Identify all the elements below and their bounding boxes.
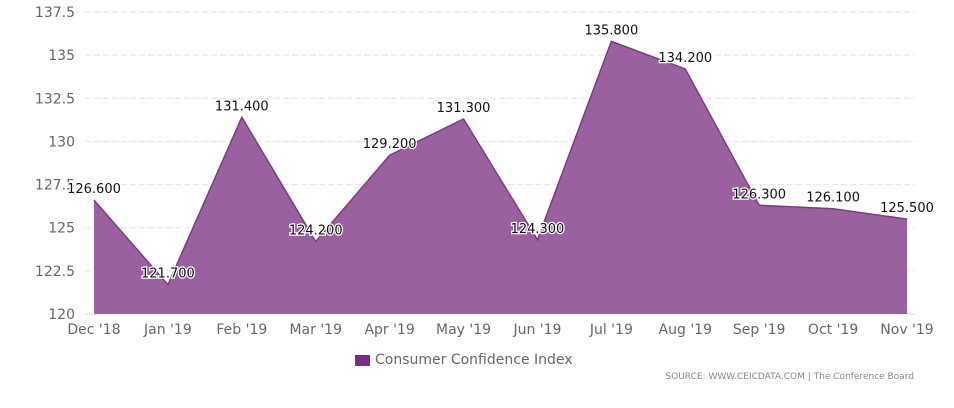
legend-swatch bbox=[355, 354, 370, 366]
x-tick-label: Aug '19 bbox=[659, 322, 712, 338]
x-tick-label: Feb '19 bbox=[216, 322, 267, 338]
x-tick-label: Apr '19 bbox=[364, 322, 414, 338]
data-label: 126.300 bbox=[732, 187, 786, 202]
y-tick-label: 130 bbox=[48, 134, 75, 150]
y-tick-label: 137.5 bbox=[35, 5, 75, 21]
y-tick-label: 135 bbox=[48, 48, 75, 64]
x-tick-label: Mar '19 bbox=[289, 322, 342, 338]
y-tick-label: 120 bbox=[48, 307, 75, 323]
x-tick-label: Sep '19 bbox=[733, 322, 786, 338]
data-label: 131.400 bbox=[215, 99, 269, 114]
data-label: 134.200 bbox=[658, 51, 712, 66]
y-tick-label: 132.5 bbox=[35, 91, 75, 107]
y-tick-label: 127.5 bbox=[35, 178, 75, 194]
data-label: 121.700 bbox=[141, 267, 195, 282]
legend-item[interactable]: Consumer Confidence Index bbox=[355, 352, 573, 368]
legend-label: Consumer Confidence Index bbox=[375, 352, 573, 368]
data-label: 125.500 bbox=[880, 201, 934, 216]
data-label: 126.600 bbox=[67, 182, 121, 197]
x-tick-label: Jan '19 bbox=[143, 322, 192, 338]
x-tick-label: Jul '19 bbox=[589, 322, 633, 338]
data-label: 126.100 bbox=[806, 191, 860, 206]
data-label: 135.800 bbox=[584, 23, 638, 38]
y-tick-label: 125 bbox=[48, 221, 75, 237]
data-label: 124.200 bbox=[289, 224, 343, 239]
chart-plot: 120 122.5 125 127.5 130 132.5 135 137.5 Dec '18 J… bbox=[35, 5, 935, 338]
area-fill bbox=[94, 41, 907, 314]
data-label: 129.200 bbox=[363, 137, 417, 152]
y-tick-label: 122.5 bbox=[35, 264, 75, 280]
x-tick-label: Jun '19 bbox=[512, 322, 561, 338]
source-note: SOURCE: WWW.CEICDATA.COM | The Conferenc… bbox=[665, 372, 914, 382]
x-tick-label: May '19 bbox=[436, 322, 491, 338]
x-tick-label: Oct '19 bbox=[808, 322, 858, 338]
x-tick-label: Dec '18 bbox=[67, 322, 120, 338]
data-label: 131.300 bbox=[437, 101, 491, 116]
data-label: 124.300 bbox=[511, 222, 565, 237]
x-tick-label: Nov '19 bbox=[880, 322, 933, 338]
area-line bbox=[93, 40, 908, 287]
